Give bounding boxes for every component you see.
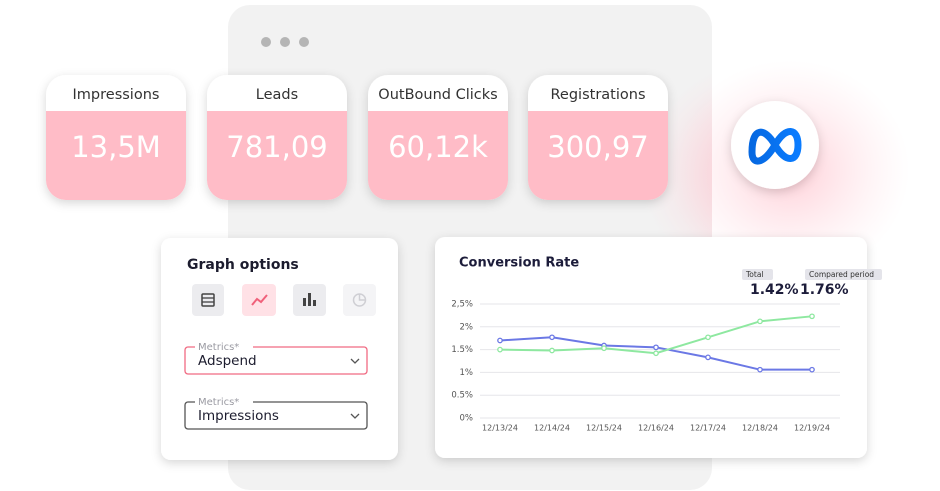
data-point	[601, 345, 607, 352]
select-label: Metrics*	[198, 397, 239, 408]
annotation-value: 1.76%	[800, 282, 849, 298]
card-header	[528, 75, 668, 111]
chevron	[350, 358, 360, 364]
annotation-value: 1.42%	[750, 282, 799, 298]
annotation-label-bg	[742, 269, 773, 280]
x-tick-label: 12/16/24	[638, 424, 674, 433]
data-point	[497, 346, 503, 353]
data-point	[653, 344, 659, 351]
card-value-bg	[528, 111, 668, 200]
data-point	[757, 318, 763, 325]
icon	[251, 294, 268, 306]
card-label: Impressions	[73, 87, 160, 103]
metric-card: Impressions 13,5M	[46, 75, 186, 200]
card-header	[207, 75, 347, 111]
window-dot	[299, 37, 309, 47]
chart: Total 1.42% Compared period 1.76% 0% 0.5% 1% 1.…	[451, 269, 882, 433]
card-header	[368, 75, 508, 111]
y-tick-label: 2%	[460, 322, 474, 332]
table-view-button[interactable]	[192, 284, 224, 316]
card-body	[528, 75, 668, 200]
x-tick-label: 12/19/24	[794, 424, 830, 433]
x-tick-label: 12/14/24	[534, 424, 570, 433]
select-value: Adspend	[198, 353, 257, 369]
card-label: Leads	[256, 87, 298, 103]
chevron	[350, 413, 360, 419]
meta-logo	[748, 128, 802, 165]
card-value: 300,97	[547, 130, 648, 164]
icon	[201, 293, 215, 307]
chart-title: Conversion Rate	[459, 256, 579, 271]
metric-card: OutBound Clicks 60,12k	[368, 75, 508, 200]
card-header	[46, 75, 186, 111]
label-bg	[195, 341, 253, 351]
x-tick-label: 12/18/24	[742, 424, 778, 433]
card-label: Registrations	[551, 87, 646, 103]
window-dot	[261, 37, 271, 47]
select-box[interactable]	[184, 346, 368, 375]
data-point	[497, 337, 503, 344]
metric-card: Leads 781,09	[207, 75, 347, 200]
y-tick-label: 1%	[460, 368, 474, 378]
card-label: OutBound Clicks	[378, 87, 497, 103]
card-body	[207, 75, 347, 200]
metric-card: Registrations 300,97	[528, 75, 668, 200]
view-toggle	[192, 284, 376, 316]
data-point	[757, 366, 763, 373]
data-point	[705, 354, 711, 361]
card-body	[46, 75, 186, 200]
x-tick-label: 12/15/24	[586, 424, 622, 433]
window-dot	[280, 37, 290, 47]
card-value: 13,5M	[71, 130, 161, 164]
y-tick-label: 0%	[460, 414, 474, 424]
annotation-label: Total	[745, 270, 764, 279]
icon	[308, 293, 311, 306]
panel-title: Graph options	[187, 257, 299, 273]
label-bg	[195, 396, 253, 406]
y-tick-label: 0.5%	[451, 391, 473, 401]
card-value-bg	[207, 111, 347, 200]
y-tick-label: 1.5%	[451, 345, 473, 355]
data-point	[705, 334, 711, 341]
card-value-bg	[368, 111, 508, 200]
select-box[interactable]	[184, 401, 368, 430]
icon	[313, 300, 316, 306]
card-value: 781,09	[226, 130, 327, 164]
annotation-label-bg	[805, 269, 882, 280]
x-tick-label: 12/17/24	[690, 424, 726, 433]
icon	[358, 294, 366, 301]
card-body	[368, 75, 508, 200]
data-point	[653, 350, 659, 357]
card-value-bg	[46, 111, 186, 200]
data-point	[809, 313, 815, 320]
icon	[303, 298, 306, 306]
annotation-label: Compared period	[809, 270, 874, 279]
card-value: 60,12k	[388, 130, 488, 164]
select-value: Impressions	[198, 408, 279, 424]
y-tick-label: 2,5%	[451, 300, 473, 310]
data-point	[809, 366, 815, 373]
metric-select[interactable]: Metrics*Impressions	[184, 396, 368, 430]
data-point	[549, 334, 555, 341]
metric-cards: Impressions 13,5M Leads 781,09 OutBound Clic…	[46, 75, 668, 200]
x-tick-label: 12/13/24	[482, 424, 518, 433]
select-label: Metrics*	[198, 342, 239, 353]
metric-select[interactable]: Metrics*Adspend	[184, 341, 368, 375]
data-point	[549, 347, 555, 354]
